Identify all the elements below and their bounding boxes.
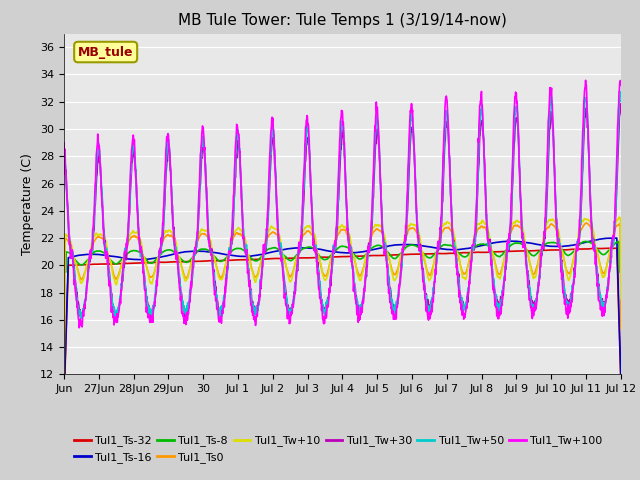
Tul1_Ts0 <box>328 254 335 260</box>
Tul1_Ts0 <box>556 236 563 242</box>
Tul1_Ts-32 <box>147 260 155 265</box>
Tul1_Ts-32 <box>613 245 621 251</box>
Tul1_Tw+50 <box>317 297 325 302</box>
Tul1_Tw+30 <box>328 266 336 272</box>
Tul1_Tw+100 <box>60 140 68 145</box>
Tul1_Tw+50 <box>113 316 121 322</box>
Legend: Tul1_Ts-32, Tul1_Ts-16, Tul1_Ts-8, Tul1_Ts0, Tul1_Tw+10, Tul1_Tw+30, Tul1_Tw+50,: Tul1_Ts-32, Tul1_Ts-16, Tul1_Ts-8, Tul1_… <box>70 431 607 468</box>
Line: Tul1_Tw+10: Tul1_Tw+10 <box>64 217 621 386</box>
Tul1_Tw+50 <box>616 89 624 95</box>
Tul1_Ts-16 <box>610 235 618 241</box>
Tul1_Ts0 <box>147 274 155 280</box>
Tul1_Tw+100 <box>556 242 563 248</box>
Tul1_Tw+30 <box>60 155 68 161</box>
Tul1_Ts-32 <box>328 254 335 260</box>
Tul1_Ts0 <box>582 220 590 226</box>
Tul1_Tw+30 <box>617 101 625 107</box>
Tul1_Tw+10 <box>610 229 618 235</box>
Tul1_Tw+100 <box>328 256 336 262</box>
Tul1_Ts-16 <box>317 247 325 252</box>
Tul1_Tw+100 <box>474 153 482 158</box>
Tul1_Ts-32 <box>610 245 618 251</box>
Tul1_Ts-16 <box>60 395 68 401</box>
Tul1_Tw+10 <box>617 296 625 301</box>
Title: MB Tule Tower: Tule Temps 1 (3/19/14-now): MB Tule Tower: Tule Temps 1 (3/19/14-now… <box>178 13 507 28</box>
Tul1_Ts0 <box>610 231 618 237</box>
Tul1_Ts-8 <box>60 269 68 275</box>
Tul1_Ts-32 <box>556 247 563 253</box>
Line: Tul1_Ts-8: Tul1_Ts-8 <box>64 241 621 272</box>
Tul1_Tw+50 <box>148 313 156 319</box>
Tul1_Ts-8 <box>582 239 589 244</box>
Tul1_Ts-32 <box>617 378 625 384</box>
Tul1_Tw+10 <box>147 280 155 286</box>
Tul1_Ts-16 <box>612 235 620 241</box>
Tul1_Ts-8 <box>617 269 625 275</box>
Tul1_Tw+50 <box>474 174 482 180</box>
Line: Tul1_Ts0: Tul1_Ts0 <box>64 223 621 389</box>
Tul1_Tw+50 <box>556 242 563 248</box>
Tul1_Tw+10 <box>556 231 563 237</box>
Line: Tul1_Ts-16: Tul1_Ts-16 <box>64 238 621 398</box>
Tul1_Tw+100 <box>617 82 625 88</box>
Tul1_Tw+100 <box>611 219 618 225</box>
Tul1_Ts-16 <box>556 243 563 249</box>
Tul1_Ts-16 <box>617 372 625 378</box>
Tul1_Tw+30 <box>182 315 190 321</box>
Tul1_Ts-8 <box>317 255 325 261</box>
Line: Tul1_Tw+100: Tul1_Tw+100 <box>64 80 621 328</box>
Tul1_Tw+50 <box>617 91 625 97</box>
Tul1_Tw+100 <box>76 325 83 331</box>
Line: Tul1_Tw+50: Tul1_Tw+50 <box>64 92 621 319</box>
Tul1_Ts-32 <box>474 249 481 255</box>
Tul1_Ts-16 <box>328 249 335 254</box>
Tul1_Tw+30 <box>610 237 618 243</box>
Tul1_Ts0 <box>60 386 68 392</box>
Tul1_Tw+30 <box>147 315 155 321</box>
Tul1_Tw+10 <box>317 263 325 269</box>
Line: Tul1_Ts-32: Tul1_Ts-32 <box>64 248 621 402</box>
Line: Tul1_Tw+30: Tul1_Tw+30 <box>64 104 621 318</box>
Text: MB_tule: MB_tule <box>78 46 133 59</box>
Tul1_Tw+100 <box>582 77 589 83</box>
Tul1_Tw+10 <box>616 214 623 220</box>
Tul1_Tw+50 <box>328 266 336 272</box>
Tul1_Tw+10 <box>60 384 68 389</box>
Tul1_Ts-16 <box>147 256 155 262</box>
Tul1_Tw+30 <box>556 243 563 249</box>
Tul1_Tw+100 <box>317 308 325 313</box>
Tul1_Tw+30 <box>317 296 325 302</box>
Tul1_Ts0 <box>474 227 481 233</box>
Tul1_Ts-32 <box>60 399 68 405</box>
Tul1_Ts-8 <box>474 242 481 248</box>
Tul1_Tw+10 <box>328 252 335 258</box>
Tul1_Tw+10 <box>474 222 481 228</box>
Tul1_Ts-16 <box>474 243 481 249</box>
Tul1_Ts-32 <box>317 254 325 260</box>
Tul1_Tw+50 <box>60 151 68 157</box>
Tul1_Ts-8 <box>328 252 335 257</box>
Tul1_Ts0 <box>317 264 325 270</box>
Tul1_Tw+100 <box>148 317 156 323</box>
Tul1_Tw+50 <box>610 235 618 241</box>
Tul1_Ts-8 <box>610 242 618 248</box>
Tul1_Tw+30 <box>474 180 482 186</box>
Y-axis label: Temperature (C): Temperature (C) <box>22 153 35 255</box>
Tul1_Ts-8 <box>147 260 155 266</box>
Tul1_Ts0 <box>617 325 625 331</box>
Tul1_Ts-8 <box>556 243 563 249</box>
